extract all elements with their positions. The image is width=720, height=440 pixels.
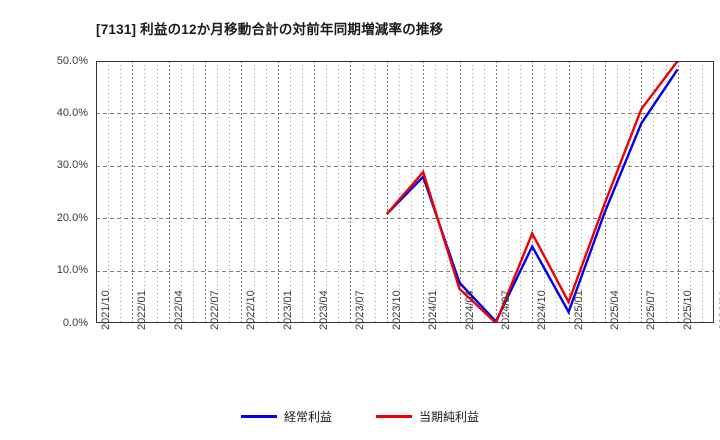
x-axis-tick-label: 2024/07 [499, 290, 512, 330]
plot-area [96, 61, 714, 323]
legend-swatch-line-icon [376, 414, 412, 418]
x-axis-tick-label: 2022/10 [245, 290, 258, 330]
x-axis-tick-label: 2022/07 [209, 290, 222, 330]
y-axis-tick-label: 20.0% [56, 211, 88, 224]
legend-swatch-line-icon [240, 414, 277, 418]
x-axis-tick-label: 2021/10 [100, 290, 112, 330]
x-axis-tick-label: 2023/10 [390, 290, 403, 330]
x-axis-tick-label: 2024/10 [536, 290, 549, 330]
series-line-2 [385, 61, 679, 323]
series-lines [385, 61, 679, 323]
y-axis-tick-label: 0.0% [62, 316, 88, 329]
chart-canvas [96, 61, 714, 323]
legend-item[interactable]: 当期純利益 [376, 408, 479, 425]
x-axis-tick-label: 2022/01 [136, 290, 149, 330]
page-title: [7131] 利益の12か月移動合計の対前年同期増減率の推移 [96, 22, 444, 37]
x-axis-tick-label: 2023/04 [318, 290, 331, 330]
major-gridlines [96, 61, 714, 323]
y-axis-tick-labels: 0.0% 10.0% 20.0% 30.0% 40.0% 50.0% [0, 0, 88, 440]
y-axis-tick-label: 10.0% [56, 264, 88, 277]
y-axis-tick-label: 40.0% [56, 106, 88, 119]
legend-label: 当期純利益 [419, 409, 480, 424]
legend-item[interactable]: 経常利益 [240, 408, 332, 425]
x-axis-tick-label: 2025/01 [572, 290, 585, 330]
chart-legend: 経常利益 当期純利益 [0, 404, 720, 428]
y-axis-tick-label: 50.0% [56, 54, 88, 67]
x-axis-tick-label: 2024/01 [427, 290, 440, 330]
plot-border [96, 61, 714, 323]
x-axis-tick-label: 2023/01 [281, 290, 294, 330]
x-axis-tick-label: 2022/04 [172, 290, 185, 330]
legend-label: 経常利益 [283, 409, 332, 424]
x-axis-tick-label: 2025/10 [681, 290, 694, 330]
x-axis-tick-label: 2025/07 [645, 290, 658, 330]
x-axis-tick-label: 2025/04 [608, 290, 621, 330]
x-axis-tick-label: 2023/07 [354, 290, 367, 330]
x-axis-tick-label: 2024/04 [463, 290, 476, 330]
y-axis-tick-label: 30.0% [56, 159, 88, 172]
